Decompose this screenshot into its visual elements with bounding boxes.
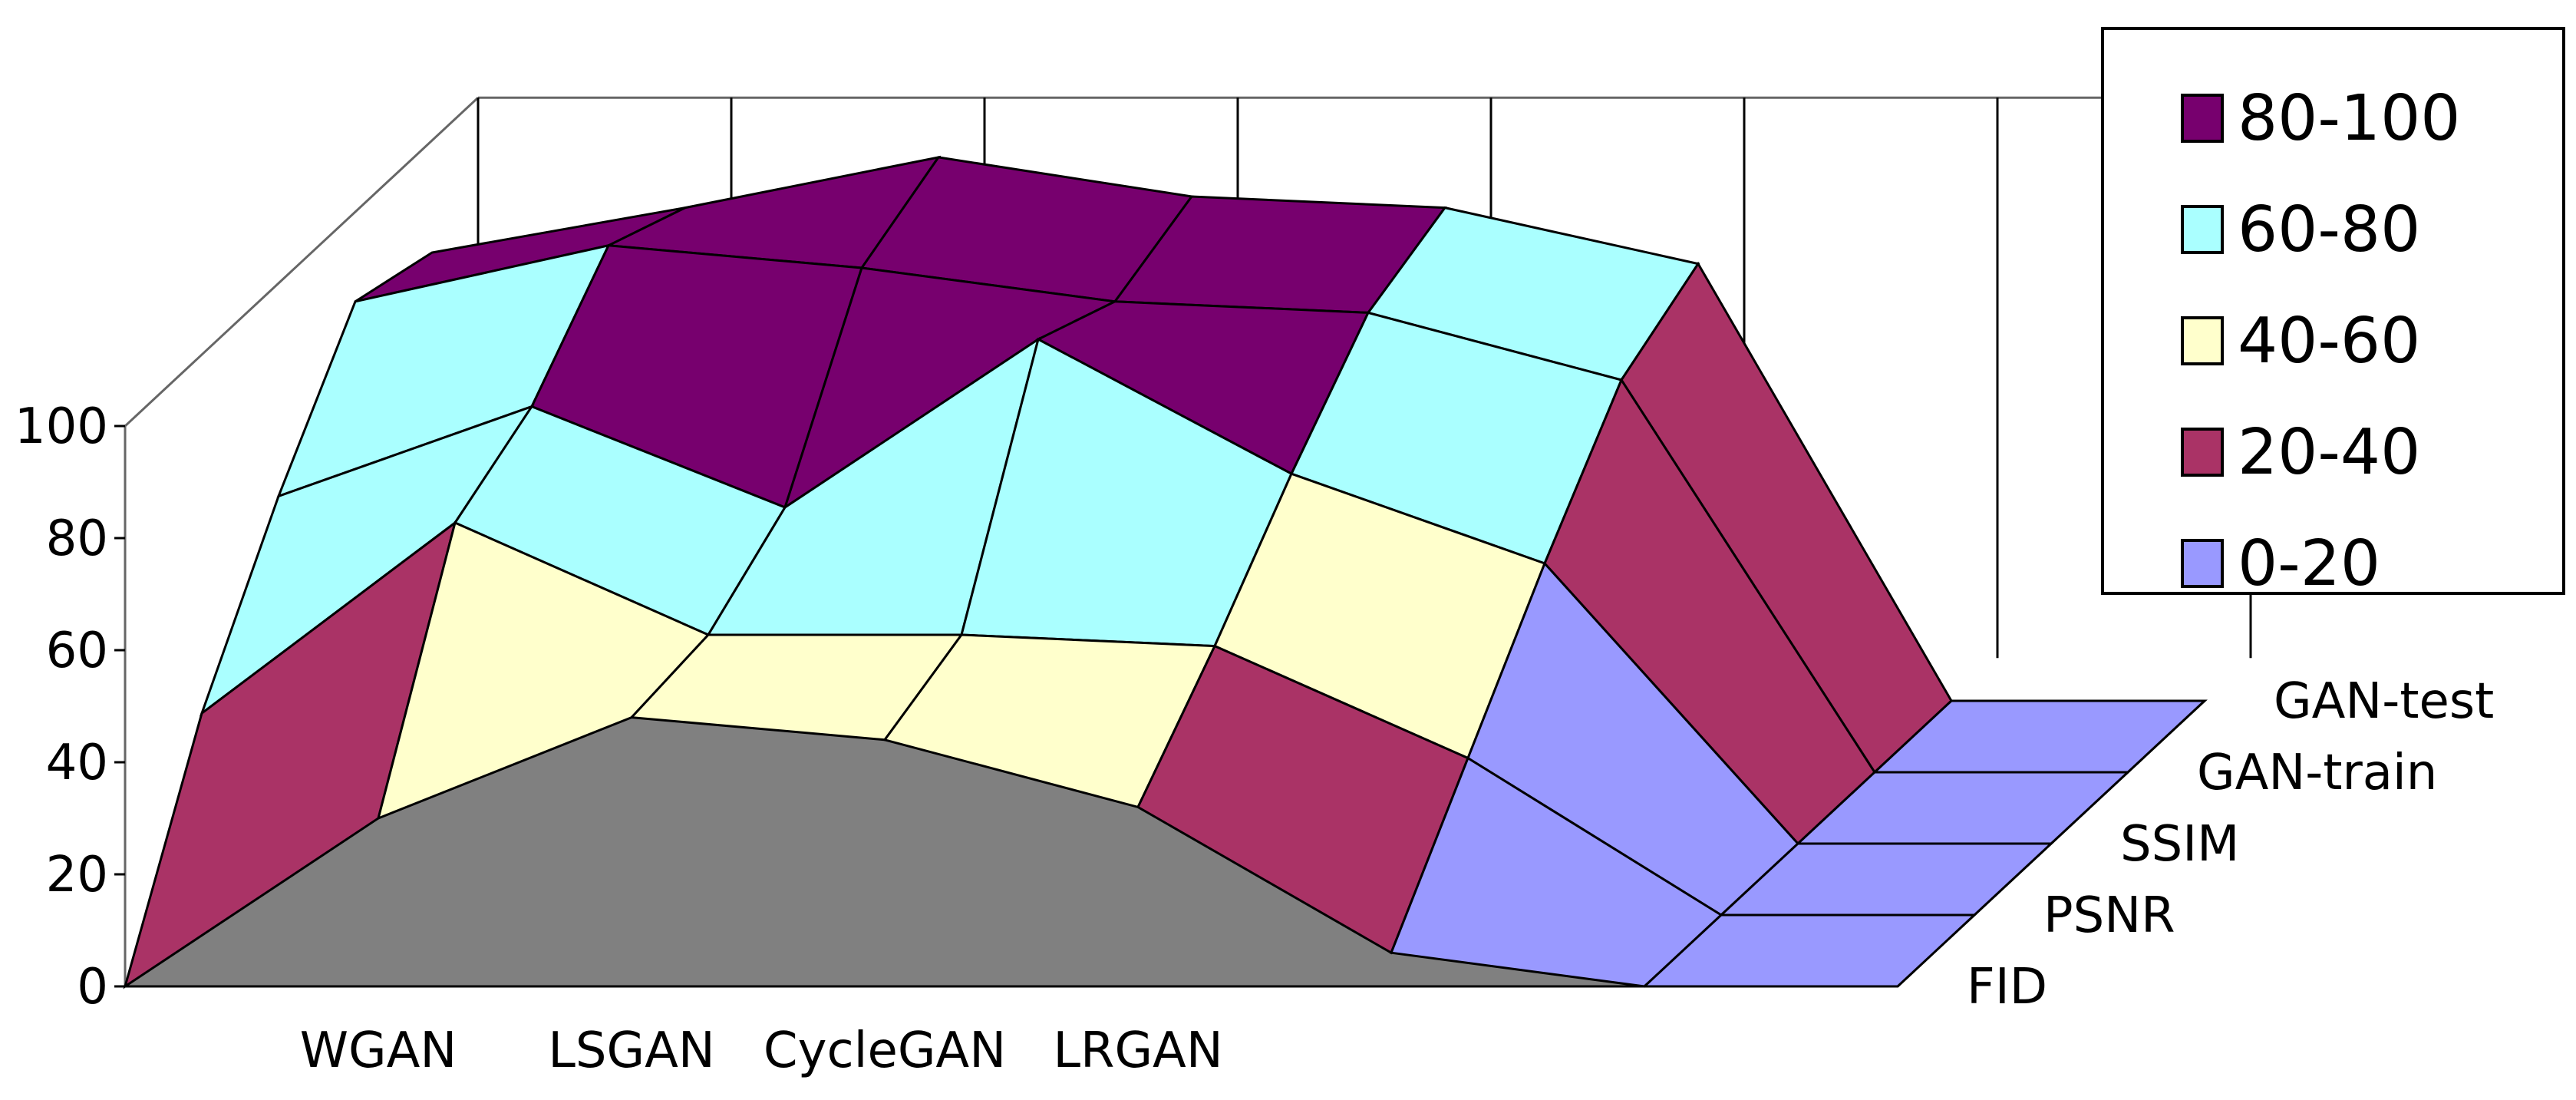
legend-swatch <box>2181 94 2224 143</box>
z-tick-label: 40 <box>46 735 108 791</box>
legend-item: 60-80 <box>2181 187 2420 272</box>
legend-label: 60-80 <box>2238 193 2421 266</box>
x-tick-label: LSGAN <box>548 1022 715 1079</box>
legend-swatch <box>2181 316 2224 365</box>
legend-swatch <box>2181 539 2224 588</box>
legend-label: 0-20 <box>2238 527 2381 600</box>
x-tick-label: CycleGAN <box>764 1022 1006 1079</box>
series-tick-label: SSIM <box>2120 816 2239 873</box>
legend-item: 40-60 <box>2181 299 2420 383</box>
legend: 80-100 60-80 40-60 20-40 0-20 <box>2101 27 2565 600</box>
legend-item: 80-100 <box>2181 76 2460 160</box>
legend-label: 40-60 <box>2238 304 2421 378</box>
x-tick-label: WGAN <box>300 1022 457 1079</box>
legend-swatch <box>2181 205 2224 254</box>
x-tick-label: LRGAN <box>1053 1022 1222 1079</box>
z-tick-label: 0 <box>77 959 108 1016</box>
legend-swatch <box>2181 428 2224 477</box>
surface-patch <box>1641 913 1977 988</box>
series-tick-label: GAN-test <box>2274 673 2494 730</box>
z-tick-label: 80 <box>46 510 108 567</box>
z-tick-label: 60 <box>46 623 108 679</box>
x-axis-ticks: WGAN LSGAN CycleGAN LRGAN <box>300 1022 1223 1079</box>
legend-label: 20-40 <box>2238 415 2421 489</box>
series-axis-ticks: FID PSNR SSIM GAN-train GAN-test <box>1967 673 2494 1016</box>
z-tick-label: 20 <box>46 847 108 903</box>
z-axis-ticks: 0 20 40 60 80 100 <box>15 398 125 1016</box>
series-tick-label: FID <box>1967 959 2047 1016</box>
series-tick-label: GAN-train <box>2197 745 2437 801</box>
surface-patches <box>123 155 2208 989</box>
series-tick-label: PSNR <box>2043 887 2175 944</box>
z-tick-label: 100 <box>15 398 108 455</box>
legend-item: 20-40 <box>2181 410 2420 494</box>
legend-label: 80-100 <box>2238 81 2461 155</box>
legend-item: 0-20 <box>2181 521 2380 606</box>
